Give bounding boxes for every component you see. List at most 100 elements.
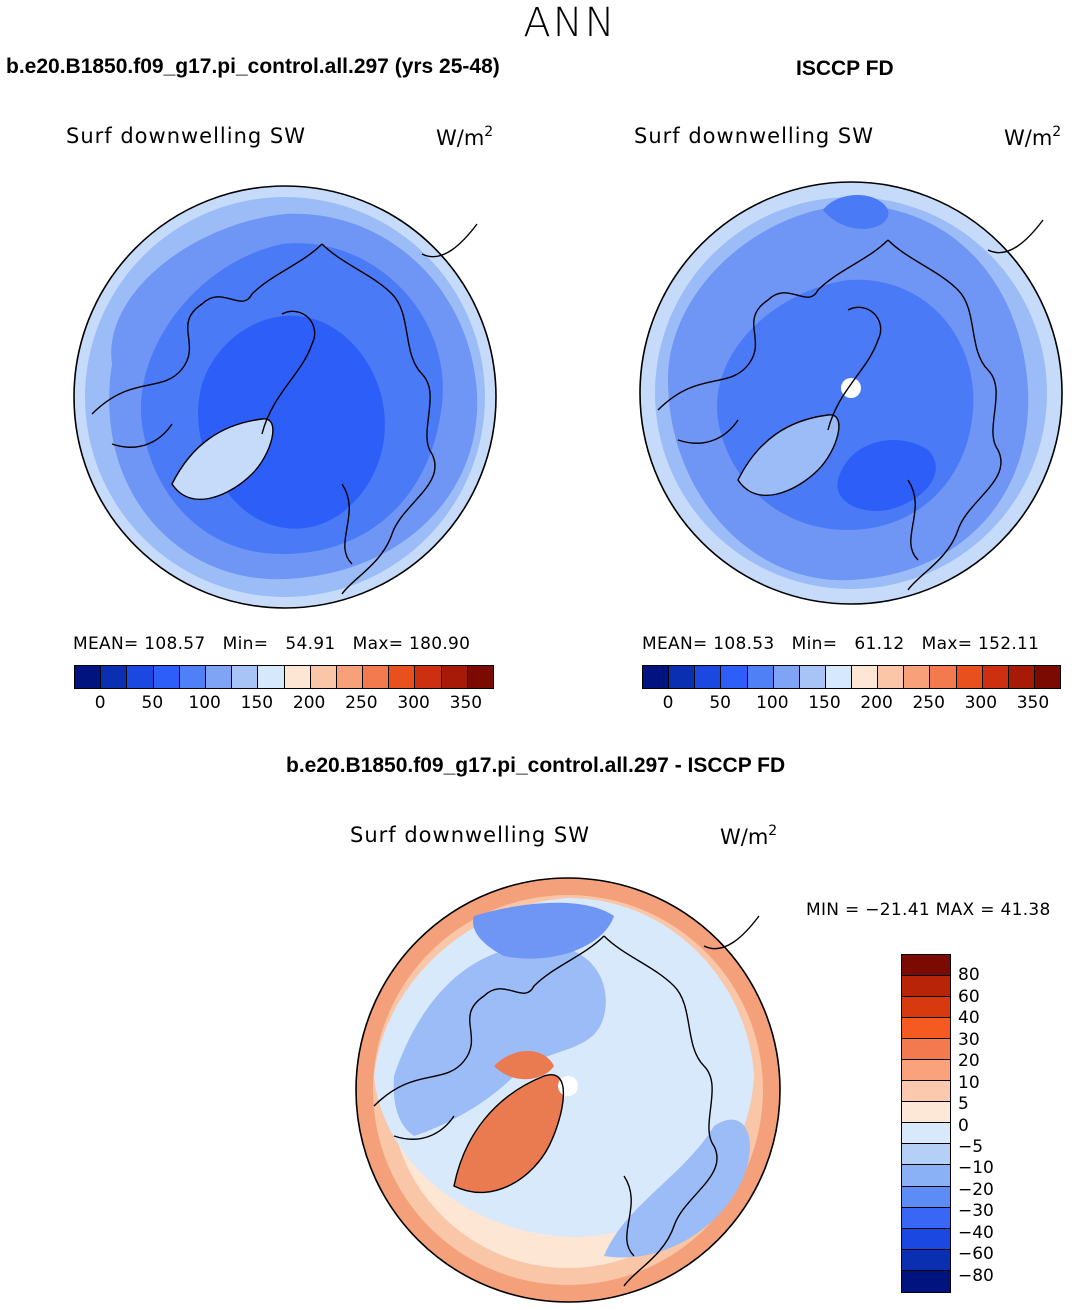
panel2-coastlines	[657, 219, 1044, 591]
difference-colorbar-swatch	[902, 1165, 950, 1187]
panel2-field-core	[837, 440, 936, 511]
difference-colorbar-tick-label: −20	[958, 1179, 994, 1200]
panel1-colorbar-tick-label: 200	[292, 693, 326, 713]
panel2-min-value: 61.12	[854, 634, 905, 654]
panel1-colorbar-swatch	[258, 666, 285, 688]
panel2-field-top	[823, 195, 889, 229]
diff-field-cold3	[473, 902, 614, 959]
panel2-colorbar-swatch	[878, 666, 905, 688]
panel1-colorbar-tick-label: 350	[449, 693, 483, 713]
panel1-colorbar-tick-label: 0	[94, 693, 106, 713]
panel2-colorbar-swatch	[669, 666, 696, 688]
difference-colorbar-tick-label: −80	[958, 1265, 994, 1286]
difference-colorbar-swatch	[902, 955, 950, 977]
panel1-colorbar-swatch	[101, 666, 128, 688]
panel1-colorbar	[74, 665, 494, 689]
panel1-greenland	[171, 418, 274, 500]
panel2-colorbar-swatch	[930, 666, 957, 688]
difference-colorbar-swatch	[902, 976, 950, 998]
difference-coastlines	[373, 915, 760, 1287]
panel2-colorbar-swatch	[825, 666, 852, 688]
panel1-stats: MEAN= 108.57 Min= 54.91 Max= 180.90	[73, 634, 471, 654]
diff-field-cold2	[393, 944, 606, 1136]
panel1-colorbar-tick-label: 100	[188, 693, 221, 713]
panel2-colorbar	[642, 665, 1061, 689]
figure-title: ANN	[523, 0, 617, 46]
panel1-colorbar-swatch	[389, 666, 416, 688]
difference-colorbar-tick-label: 0	[958, 1115, 969, 1136]
panel1-colorbar-tick-label: 50	[141, 693, 164, 713]
panel1-colorbar-swatch	[232, 666, 259, 688]
difference-colorbar-tick-label: −10	[958, 1158, 994, 1179]
difference-colorbar	[901, 954, 951, 1293]
panel2-colorbar-tick-label: 350	[1016, 693, 1050, 713]
panel2-colorbar-swatch	[695, 666, 722, 688]
difference-colorbar-tick-label: 5	[958, 1094, 969, 1115]
difference-units: W/m2	[720, 823, 778, 849]
panel2-colorbar-swatch	[1008, 666, 1035, 688]
panel1-colorbar-swatch	[127, 666, 154, 688]
difference-colorbar-swatch	[902, 1270, 950, 1292]
panel1-colorbar-swatch	[336, 666, 364, 688]
panel1-colorbar-swatch	[153, 666, 180, 688]
panel2-colorbar-tick-label: 0	[662, 693, 674, 713]
difference-minmax: MIN = −21.41 MAX = 41.38	[806, 900, 1051, 920]
difference-colorbar-swatch	[902, 1060, 950, 1082]
panel1-colorbar-swatch	[363, 666, 390, 688]
panel2-colorbar-tick-label: 50	[709, 693, 732, 713]
difference-colorbar-swatch	[902, 1186, 950, 1208]
panel1-mean-value: 108.57	[144, 634, 206, 654]
panel2-polar-map	[639, 181, 1063, 605]
panel2-max-value: 152.11	[977, 634, 1040, 654]
diff-pole-hole	[558, 1076, 578, 1096]
panel2-colorbar-tick-label: 100	[756, 693, 789, 713]
panel2-colorbar-tick-label: 200	[860, 693, 893, 713]
difference-polar-map	[355, 877, 781, 1303]
panel2-colorbar-swatch	[1034, 666, 1060, 688]
panel1-colorbar-swatch	[284, 666, 311, 688]
panel2-colorbar-swatch	[956, 666, 983, 688]
difference-colorbar-swatch	[902, 1081, 950, 1103]
panel1-colorbar-tick-label: 300	[397, 693, 430, 713]
panel2-colorbar-swatch	[721, 666, 748, 688]
panel1-colorbar-swatch	[75, 666, 102, 688]
panel1-colorbar-swatch	[205, 666, 233, 688]
panel1-coastlines	[91, 223, 478, 595]
panel2-colorbar-tick-label: 300	[964, 693, 998, 713]
difference-colorbar-swatch	[902, 1207, 950, 1229]
difference-colorbar-tick-label: −30	[958, 1201, 994, 1222]
panel1-min-value: 54.91	[285, 634, 336, 654]
difference-colorbar-tick-label: −5	[958, 1136, 984, 1157]
difference-colorbar-swatch	[902, 1018, 950, 1040]
difference-colorbar-tick-label: 80	[958, 965, 980, 986]
diff-field-warm-greenland	[454, 1074, 564, 1193]
panel1-colorbar-swatch	[441, 666, 468, 688]
difference-title: b.e20.B1850.f09_g17.pi_control.all.297 -…	[286, 754, 786, 777]
difference-colorbar-tick-label: 20	[958, 1051, 980, 1072]
panel1-colorbar-swatch	[179, 666, 206, 688]
panel2-case-title: ISCCP FD	[796, 57, 894, 80]
panel2-pole-hole	[841, 378, 861, 398]
panel2-stats: MEAN= 108.53 Min= 61.12 Max= 152.11	[642, 634, 1040, 654]
panel1-colorbar-swatch	[415, 666, 442, 688]
panel2-colorbar-swatch	[799, 666, 826, 688]
difference-colorbar-tick-label: 30	[958, 1029, 980, 1050]
difference-colorbar-tick-label: −60	[958, 1244, 994, 1265]
panel2-units: W/m2	[1004, 124, 1062, 150]
panel1-units: W/m2	[436, 124, 494, 150]
difference-colorbar-tick-label: 40	[958, 1008, 980, 1029]
panel2-colorbar-swatch	[852, 666, 879, 688]
panel1-colorbar-swatch	[310, 666, 337, 688]
panel2-colorbar-swatch	[773, 666, 800, 688]
difference-colorbar-tick-label: −40	[958, 1222, 994, 1243]
panel2-colorbar-swatch	[982, 666, 1009, 688]
panel2-colorbar-ticks: 0 50 100 150 200 250 300 350	[642, 693, 1059, 715]
difference-variable-label: Surf downwelling SW	[350, 823, 591, 847]
panel2-mean-value: 108.53	[713, 634, 775, 654]
panel1-colorbar-tick-label: 250	[345, 693, 378, 713]
difference-colorbar-swatch	[902, 1123, 950, 1145]
panel1-colorbar-swatch	[467, 666, 493, 688]
panel2-colorbar-swatch	[643, 666, 670, 688]
difference-colorbar-swatch	[902, 1102, 950, 1124]
difference-colorbar-tick-label: 10	[958, 1072, 980, 1093]
